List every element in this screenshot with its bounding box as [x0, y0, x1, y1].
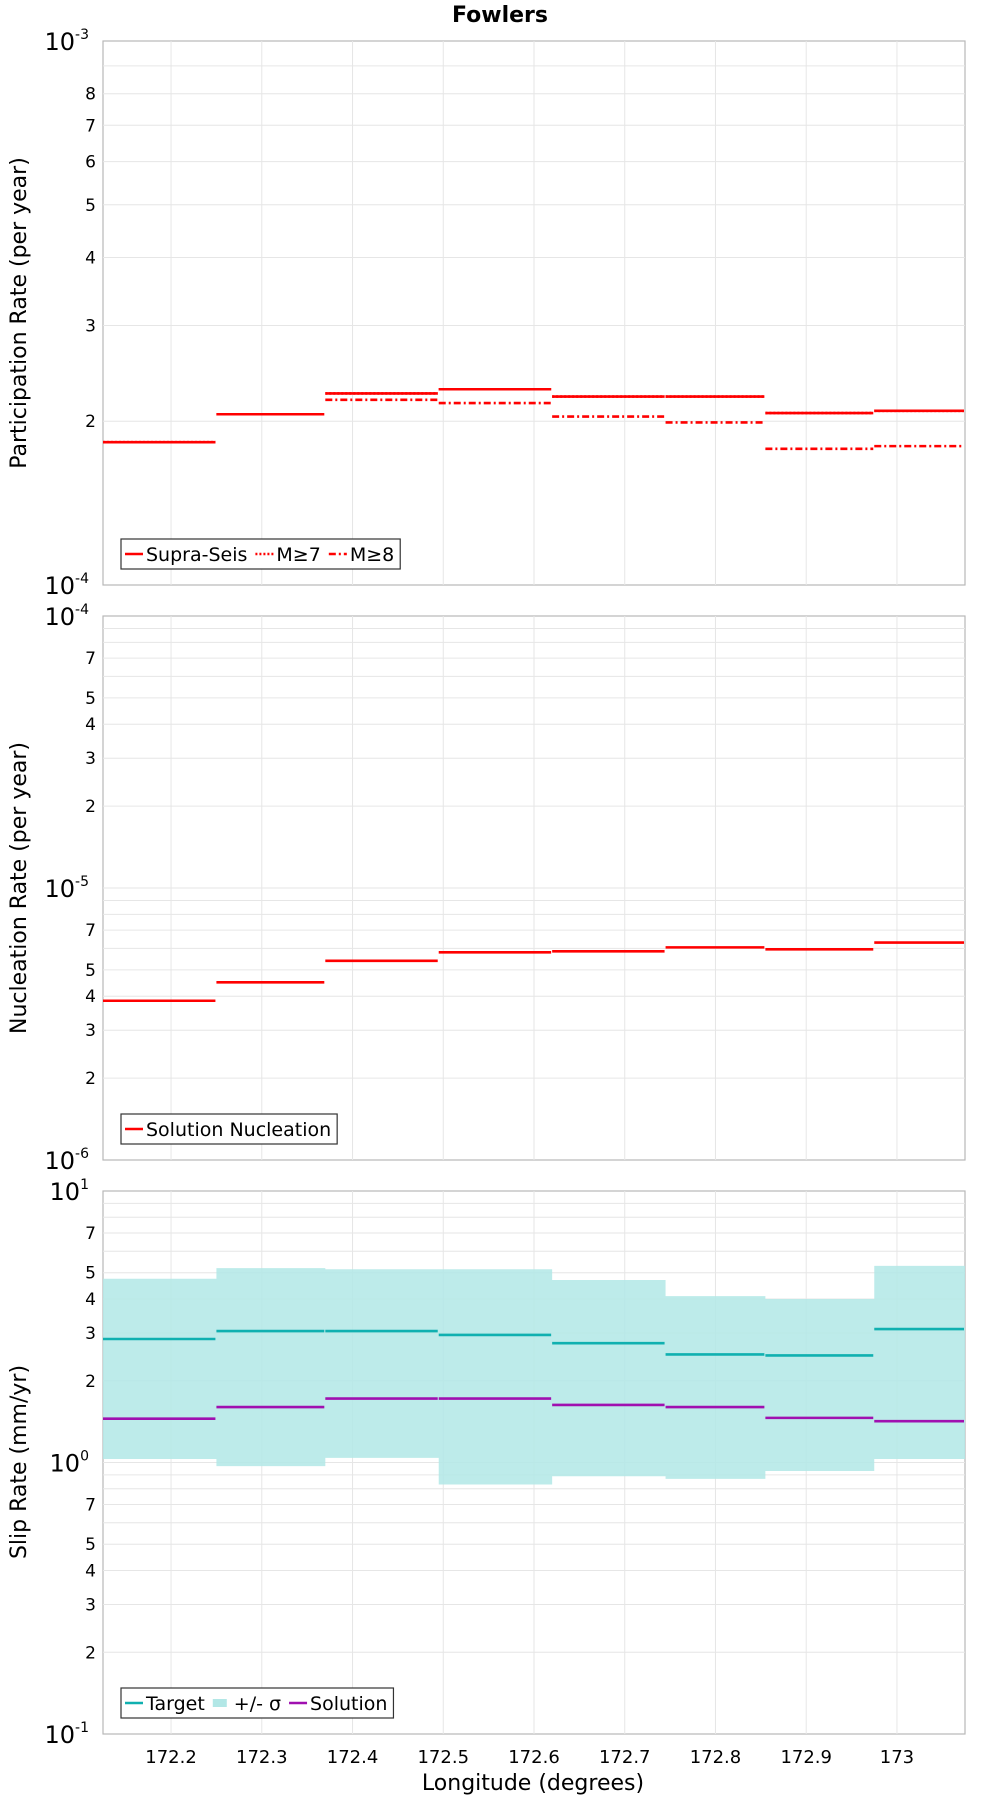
- decade-exponent: -1: [75, 1720, 89, 1736]
- y-tick-label: 3: [85, 749, 96, 769]
- y-tick-label: 7: [85, 1496, 96, 1516]
- y-decade-label: 10-3: [44, 27, 89, 56]
- decade-exponent: -4: [75, 602, 89, 618]
- y-tick-label: 5: [85, 1535, 96, 1555]
- legend-box: [120, 1687, 395, 1719]
- y-tick-label: 5: [85, 1264, 96, 1284]
- y-decade-label: 100: [50, 1449, 89, 1478]
- y-tick-label: 4: [85, 1290, 96, 1310]
- legend-label: M≥8: [350, 544, 394, 566]
- y-tick-label: 8: [85, 85, 96, 105]
- x-tick-label: 173: [880, 1747, 914, 1768]
- decade-exponent: -3: [75, 27, 89, 43]
- x-tick-label: 172.9: [780, 1747, 832, 1768]
- legend-label: +/- σ: [234, 1693, 281, 1715]
- y-tick-label: 3: [85, 1021, 96, 1041]
- decade-base: 10: [44, 1147, 75, 1175]
- decade-exponent: 0: [80, 1449, 89, 1465]
- x-tick-label: 172.7: [599, 1747, 651, 1768]
- legend: Solution Nucleation: [120, 1113, 338, 1145]
- y-tick-label: 4: [85, 1562, 96, 1582]
- legend-label: Solution: [310, 1693, 387, 1715]
- decade-base: 10: [44, 603, 75, 631]
- decade-base: 10: [44, 28, 75, 56]
- legend-label: M≥7: [276, 544, 320, 566]
- decade-base: 10: [44, 572, 75, 600]
- y-tick-label: 4: [85, 987, 96, 1007]
- decade-exponent: 1: [80, 1177, 89, 1193]
- y-decade-label: 101: [50, 1177, 89, 1206]
- sigma-band: [103, 1265, 965, 1485]
- chart-title: Fowlers: [452, 3, 548, 28]
- y-tick-label: 5: [85, 689, 96, 709]
- y-tick-label: 7: [85, 649, 96, 669]
- grid: [103, 616, 965, 1160]
- decade-base: 10: [50, 1178, 81, 1206]
- y-axis-label: Participation Rate (per year): [7, 157, 32, 469]
- y-tick-label: 5: [85, 961, 96, 981]
- y-tick-label: 5: [85, 196, 96, 216]
- decade-exponent: -4: [75, 571, 89, 587]
- y-tick-label: 2: [85, 1069, 96, 1089]
- series-group: [103, 1265, 965, 1485]
- y-decade-label: 10-4: [44, 571, 89, 600]
- x-tick-label: 172.4: [327, 1747, 379, 1768]
- y-tick-label: 2: [85, 412, 96, 432]
- y-tick-label: 2: [85, 797, 96, 817]
- legend: Target +/- σ Solution: [120, 1687, 395, 1719]
- legend-box: [120, 1113, 338, 1145]
- legend-label: Solution Nucleation: [146, 1119, 331, 1141]
- y-axis-label: Slip Rate (mm/yr): [7, 1365, 32, 1559]
- y-tick-label: 3: [85, 316, 96, 336]
- y-tick-label: 3: [85, 1595, 96, 1615]
- decade-exponent: -6: [75, 1146, 89, 1162]
- legend: Supra-Seis M≥7 M≥8: [120, 538, 401, 570]
- y-tick-label: 7: [85, 116, 96, 136]
- x-tick-label: 172.8: [690, 1747, 742, 1768]
- x-tick-label: 172.3: [236, 1747, 288, 1768]
- y-decade-label: 10-4: [44, 602, 89, 631]
- y-tick-label: 7: [85, 921, 96, 941]
- legend-swatch: [212, 1699, 227, 1707]
- y-tick-label: 2: [85, 1372, 96, 1392]
- y-axis-label: Nucleation Rate (per year): [7, 742, 32, 1034]
- legend-label: Target: [145, 1693, 205, 1715]
- y-decade-label: 10-6: [44, 1146, 89, 1175]
- x-tick-label: 172.6: [508, 1747, 560, 1768]
- x-axis-label: Longitude (degrees): [422, 1771, 644, 1796]
- series-group: [103, 387, 964, 451]
- y-tick-label: 2: [85, 1643, 96, 1663]
- legend-label: Supra-Seis: [146, 544, 247, 566]
- series-group: [103, 941, 964, 1003]
- y-decade-label: 10-5: [44, 874, 89, 903]
- y-tick-label: 3: [85, 1324, 96, 1344]
- x-tick-label: 172.5: [417, 1747, 469, 1768]
- decade-base: 10: [44, 875, 75, 903]
- y-tick-label: 7: [85, 1224, 96, 1244]
- decade-base: 10: [44, 1721, 75, 1749]
- decade-exponent: -5: [75, 874, 89, 890]
- y-tick-label: 6: [85, 153, 96, 173]
- decade-base: 10: [50, 1450, 81, 1478]
- x-tick-label: 172.2: [145, 1747, 197, 1768]
- y-tick-label: 4: [85, 248, 96, 268]
- y-tick-label: 4: [85, 715, 96, 735]
- y-decade-label: 10-1: [44, 1720, 89, 1749]
- grid: [103, 41, 965, 585]
